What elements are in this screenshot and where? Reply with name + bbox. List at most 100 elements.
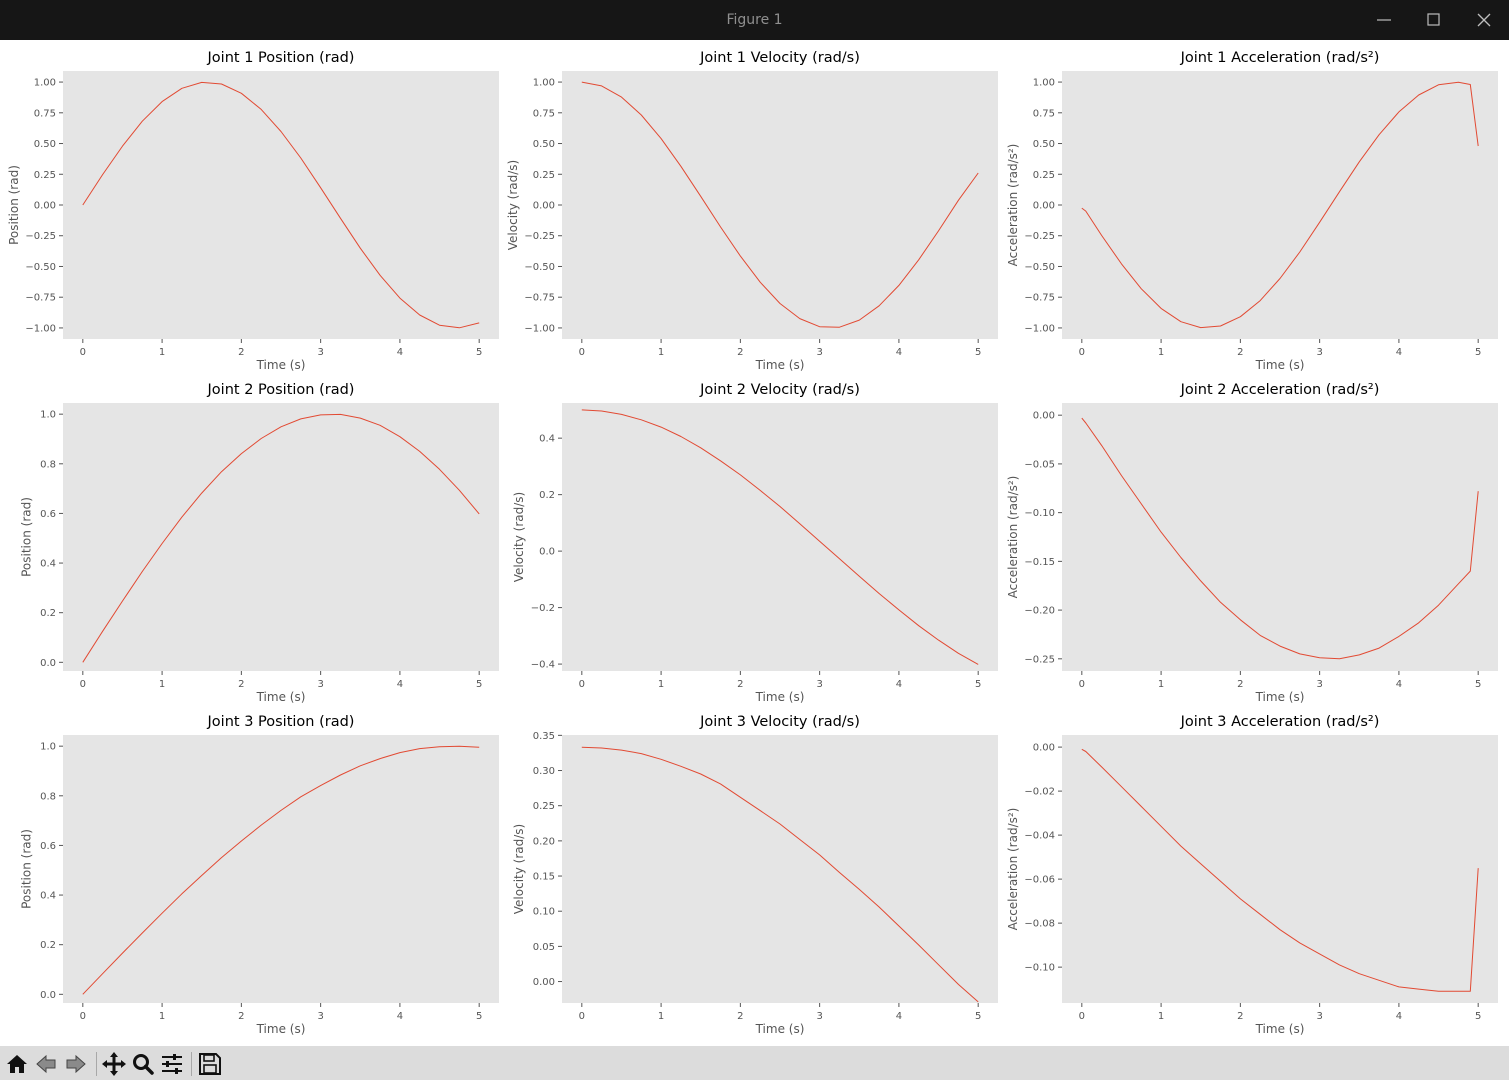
toolbar-separator bbox=[191, 1052, 192, 1076]
x-tick-label: 2 bbox=[737, 1011, 743, 1022]
y-tick-label: −0.06 bbox=[1024, 875, 1055, 886]
y-tick-label: 0.20 bbox=[533, 836, 555, 847]
y-axis-label: Velocity (rad/s) bbox=[512, 824, 526, 914]
y-tick-label: 0.50 bbox=[34, 139, 56, 150]
x-axis-label: Time (s) bbox=[1255, 690, 1305, 704]
x-tick-label: 4 bbox=[1396, 679, 1402, 690]
y-tick-label: 1.0 bbox=[40, 742, 56, 753]
maximize-button[interactable] bbox=[1410, 0, 1458, 40]
y-tick-label: 0.00 bbox=[533, 977, 555, 988]
x-tick-label: 4 bbox=[896, 1011, 902, 1022]
navigation-toolbar bbox=[0, 1046, 1509, 1080]
x-tick-label: 3 bbox=[317, 1011, 323, 1022]
y-tick-label: 0.0 bbox=[40, 990, 56, 1001]
y-tick-label: −0.15 bbox=[1024, 557, 1055, 568]
y-tick-label: 0.8 bbox=[40, 459, 56, 470]
y-tick-label: −0.25 bbox=[524, 231, 555, 242]
figure-canvas[interactable]: Joint 1 Position (rad) 0 1 2 3 4 5 1.00 0.75 0.50… bbox=[0, 40, 1509, 1046]
sliders-icon bbox=[162, 1054, 182, 1074]
x-tick-label: 0 bbox=[579, 679, 585, 690]
axes-title: Joint 2 Position (rad) bbox=[207, 382, 355, 398]
home-button[interactable] bbox=[4, 1051, 30, 1077]
x-tick-label: 4 bbox=[397, 679, 403, 690]
axes-background bbox=[1062, 71, 1498, 339]
x-tick-label: 1 bbox=[1158, 1011, 1164, 1022]
subplot: Joint 1 Acceleration (rad/s²) 0 1 2 3 4 5 1.00 0… bbox=[1006, 50, 1498, 372]
configure-subplots-button[interactable] bbox=[159, 1051, 185, 1077]
y-tick-label: 0.75 bbox=[533, 108, 555, 119]
x-tick-label: 5 bbox=[1475, 347, 1481, 358]
y-tick-label: −0.50 bbox=[25, 262, 56, 273]
axes-title: Joint 1 Velocity (rad/s) bbox=[699, 50, 860, 66]
forward-button[interactable] bbox=[63, 1051, 89, 1077]
maximize-icon bbox=[1427, 13, 1440, 26]
y-tick-label: −0.10 bbox=[1024, 963, 1055, 974]
x-axis-label: Time (s) bbox=[256, 358, 306, 372]
x-tick-label: 5 bbox=[975, 679, 981, 690]
y-tick-label: 1.00 bbox=[533, 78, 555, 89]
x-tick-label: 2 bbox=[737, 679, 743, 690]
y-tick-label: 0.6 bbox=[40, 841, 56, 852]
y-tick-label: −0.10 bbox=[1024, 508, 1055, 519]
y-tick-label: 0.75 bbox=[1033, 108, 1055, 119]
x-axis-label: Time (s) bbox=[1255, 358, 1305, 372]
x-tick-label: 0 bbox=[579, 1011, 585, 1022]
y-tick-label: 0.50 bbox=[1033, 139, 1055, 150]
series-line bbox=[1081, 417, 1479, 660]
x-tick-label: 4 bbox=[397, 1011, 403, 1022]
minimize-button[interactable] bbox=[1360, 0, 1408, 40]
x-axis-label: Time (s) bbox=[256, 690, 306, 704]
save-button[interactable] bbox=[197, 1051, 223, 1077]
x-tick-label: 2 bbox=[238, 679, 244, 690]
x-tick-label: 4 bbox=[397, 347, 403, 358]
floppy-disk-icon bbox=[199, 1053, 221, 1075]
x-tick-label: 5 bbox=[476, 679, 482, 690]
y-axis-label: Position (rad) bbox=[7, 165, 21, 245]
y-tick-label: 0.10 bbox=[533, 907, 555, 918]
y-tick-label: 0.0 bbox=[539, 547, 555, 558]
axes-title: Joint 2 Velocity (rad/s) bbox=[699, 382, 860, 398]
y-axis-label: Velocity (rad/s) bbox=[512, 492, 526, 582]
x-axis-label: Time (s) bbox=[755, 358, 805, 372]
y-tick-label: −0.4 bbox=[531, 660, 555, 671]
x-tick-label: 1 bbox=[159, 347, 165, 358]
axes-background bbox=[562, 403, 998, 671]
close-button[interactable] bbox=[1460, 0, 1508, 40]
x-tick-label: 5 bbox=[1475, 679, 1481, 690]
x-tick-label: 5 bbox=[975, 1011, 981, 1022]
series-line bbox=[82, 81, 480, 329]
y-tick-label: 0.2 bbox=[40, 608, 56, 619]
y-tick-label: 0.25 bbox=[533, 170, 555, 181]
y-tick-label: −0.25 bbox=[1024, 654, 1055, 665]
y-tick-label: −0.04 bbox=[1024, 831, 1055, 842]
y-tick-label: 0.00 bbox=[1033, 201, 1055, 212]
back-arrow-icon bbox=[36, 1054, 56, 1074]
x-tick-label: 4 bbox=[1396, 1011, 1402, 1022]
y-tick-label: −0.05 bbox=[1024, 459, 1055, 470]
y-tick-label: 1.00 bbox=[34, 78, 56, 89]
pan-button[interactable] bbox=[101, 1051, 127, 1077]
y-tick-label: 1.00 bbox=[1033, 78, 1055, 89]
y-tick-label: −0.02 bbox=[1024, 787, 1055, 798]
axes-background bbox=[1062, 735, 1498, 1003]
subplot: Joint 2 Position (rad) 0 1 2 3 4 5 1.0 0.8 0.6 0.4… bbox=[19, 382, 499, 704]
x-tick-label: 5 bbox=[476, 347, 482, 358]
axes-title: Joint 3 Velocity (rad/s) bbox=[699, 714, 860, 730]
x-tick-label: 1 bbox=[1158, 347, 1164, 358]
x-tick-label: 5 bbox=[975, 347, 981, 358]
y-tick-label: −0.25 bbox=[1024, 231, 1055, 242]
subplot: Joint 2 Acceleration (rad/s²) 0 1 2 3 4 5 0.00 −… bbox=[1006, 382, 1498, 704]
x-tick-label: 1 bbox=[658, 347, 664, 358]
back-button[interactable] bbox=[33, 1051, 59, 1077]
y-tick-label: 0.35 bbox=[533, 731, 555, 742]
series-line bbox=[581, 409, 979, 665]
zoom-button[interactable] bbox=[130, 1051, 156, 1077]
x-axis-label: Time (s) bbox=[1255, 1022, 1305, 1036]
x-tick-label: 0 bbox=[80, 679, 86, 690]
x-tick-label: 3 bbox=[1316, 347, 1322, 358]
y-axis-label: Acceleration (rad/s²) bbox=[1006, 476, 1020, 599]
x-tick-label: 5 bbox=[1475, 1011, 1481, 1022]
y-tick-label: 1.0 bbox=[40, 410, 56, 421]
x-tick-label: 0 bbox=[1079, 1011, 1085, 1022]
axes-title: Joint 3 Acceleration (rad/s²) bbox=[1180, 714, 1380, 730]
